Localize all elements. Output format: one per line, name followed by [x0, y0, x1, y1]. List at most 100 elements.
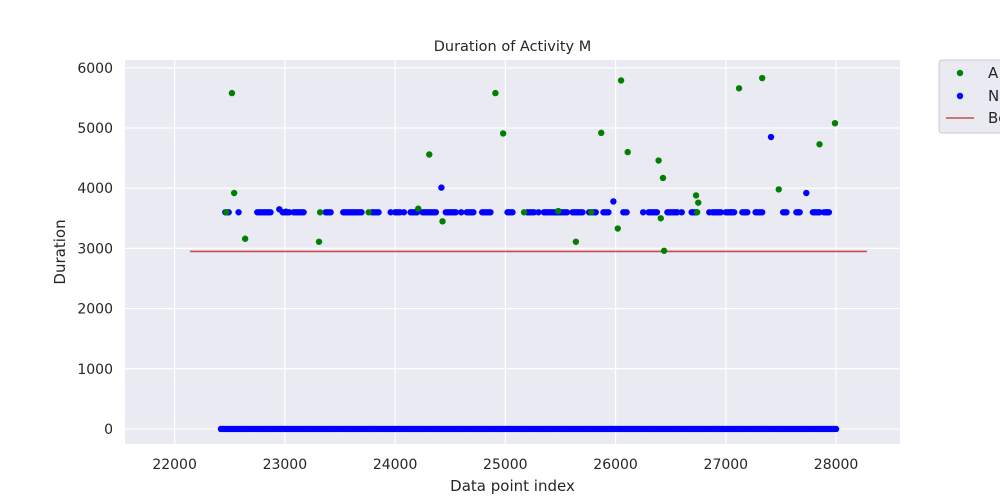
x-tick-label: 23000: [263, 457, 308, 473]
data-point-a: [520, 209, 528, 216]
data-point-n: [816, 209, 823, 216]
x-tick-label: 26000: [593, 457, 638, 473]
data-point-a: [816, 141, 823, 148]
data-point-a: [499, 130, 507, 137]
data-point-a: [624, 148, 631, 156]
data-point-n: [282, 208, 290, 215]
data-point-n: [744, 209, 751, 216]
data-point-a: [223, 209, 230, 216]
data-point-a: [617, 77, 625, 84]
data-point-n: [452, 209, 459, 216]
data-point-n: [563, 209, 571, 216]
x-tick-label: 28000: [814, 457, 859, 473]
data-point-n: [605, 209, 612, 216]
legend-marker-a: [956, 69, 964, 77]
series-layer: [190, 74, 867, 433]
data-point-n: [717, 209, 725, 216]
data-point-a: [439, 218, 446, 225]
x-tick-label: 25000: [483, 457, 528, 473]
data-point-n: [400, 209, 408, 216]
data-point-a: [614, 225, 621, 232]
legend-label-be: Be: [988, 109, 1000, 127]
data-point-n: [623, 209, 630, 216]
x-axis-label: Data point index: [450, 477, 575, 495]
data-point-n: [438, 184, 445, 191]
y-tick-label: 6000: [77, 61, 113, 77]
legend-label-a: A: [988, 64, 999, 82]
y-tick-label: 0: [104, 422, 113, 438]
data-point-n: [470, 209, 477, 216]
x-tick-labels: 22000 23000 24000 25000 26000 27000 28000: [152, 457, 858, 473]
data-point-n: [803, 189, 810, 197]
data-point-n: [509, 209, 516, 216]
data-point-a: [492, 89, 499, 97]
legend: A N Be: [938, 59, 1000, 134]
data-point-n: [458, 209, 465, 216]
data-point-a: [365, 209, 372, 216]
data-point-n: [432, 209, 440, 216]
data-point-a: [655, 157, 662, 164]
data-point-n: [758, 209, 766, 216]
data-point-a: [316, 209, 324, 216]
data-point-a: [659, 174, 667, 182]
y-tick-label: 3000: [77, 241, 113, 257]
data-point-a: [758, 74, 766, 82]
data-point-n: [276, 206, 283, 213]
data-point-n: [267, 209, 274, 216]
data-point-n: [530, 209, 538, 216]
legend-box: [938, 59, 1000, 134]
data-point-a: [315, 238, 323, 245]
data-point-a: [693, 209, 701, 216]
legend-marker-n: [956, 92, 964, 100]
data-point-n: [592, 209, 599, 216]
data-point-a: [588, 209, 595, 216]
data-point-n: [639, 209, 647, 216]
data-point-n: [795, 209, 802, 216]
y-axis-label: Duration: [51, 219, 69, 284]
data-point-n: [358, 209, 365, 216]
data-point-a: [735, 85, 743, 92]
data-point-n: [579, 209, 586, 216]
data-point-a: [230, 189, 238, 197]
data-point-n: [610, 198, 617, 205]
data-point-a: [555, 207, 562, 215]
data-point-a: [660, 247, 668, 254]
data-point-a: [831, 119, 839, 127]
data-point-n: [327, 209, 334, 216]
x-tick-label: 27000: [704, 457, 749, 473]
data-point-n: [783, 209, 790, 216]
data-point-n: [832, 425, 840, 433]
data-point-a: [695, 199, 702, 206]
data-point-n: [535, 209, 542, 216]
data-point-n: [674, 209, 681, 216]
data-point-n: [300, 209, 307, 216]
x-tick-label: 22000: [152, 457, 197, 473]
data-point-n: [387, 209, 394, 216]
data-point-a: [572, 238, 580, 245]
y-tick-label: 4000: [77, 181, 113, 197]
data-point-a: [775, 186, 782, 193]
data-point-n: [728, 209, 735, 216]
x-tick-label: 24000: [373, 457, 418, 473]
chart-title: Duration of Activity M: [434, 39, 592, 55]
data-point-n: [678, 209, 685, 216]
data-point-a: [426, 151, 433, 158]
data-point-n: [653, 209, 661, 216]
data-point-a: [241, 235, 249, 242]
data-point-n: [375, 209, 382, 216]
data-point-a: [657, 215, 664, 222]
y-tick-label: 1000: [77, 362, 113, 378]
data-point-n: [824, 209, 831, 216]
y-tick-label: 2000: [77, 302, 113, 318]
y-tick-labels: 0 1000 2000 3000 4000 5000 6000: [77, 61, 113, 438]
data-point-n: [487, 209, 494, 216]
data-point-a: [598, 129, 605, 137]
data-point-n: [235, 209, 242, 216]
data-point-n: [706, 209, 713, 216]
y-tick-label: 5000: [77, 121, 113, 137]
data-point-n: [767, 133, 775, 141]
data-point-a: [692, 192, 700, 199]
data-point-a: [415, 205, 422, 212]
data-point-a: [228, 89, 236, 97]
